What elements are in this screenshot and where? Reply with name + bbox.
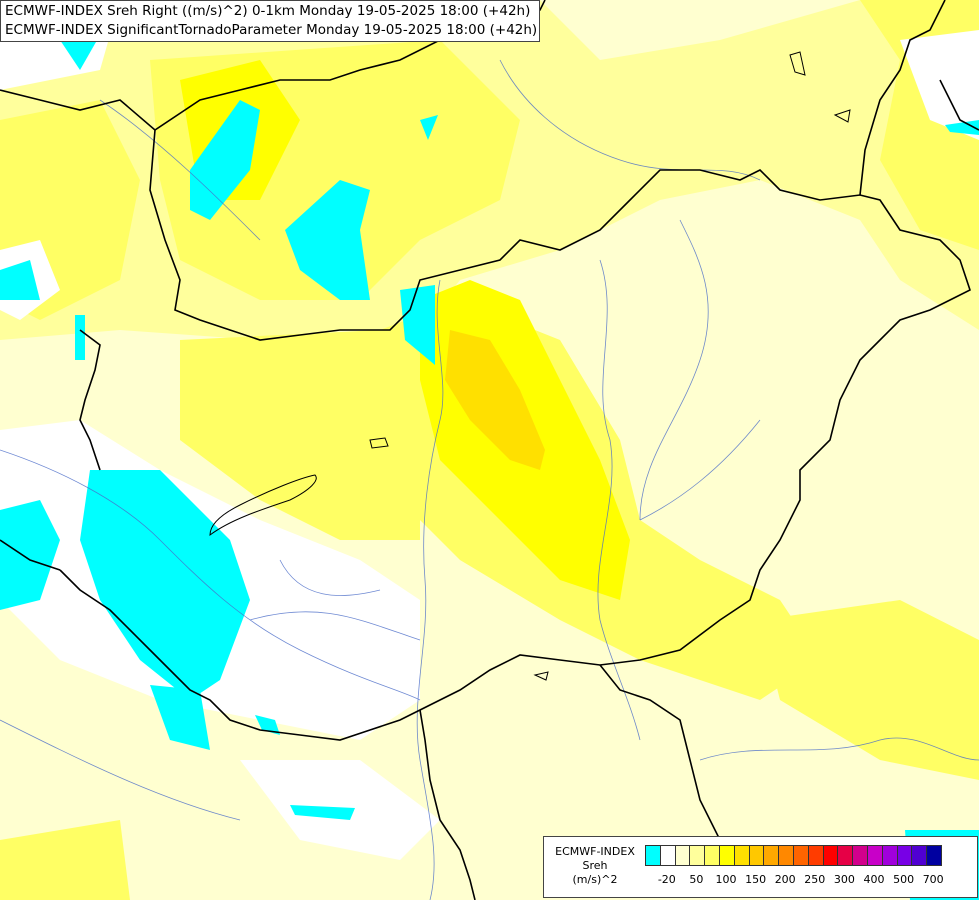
sreh-band-negative [0, 260, 40, 300]
legend-source: ECMWF-INDEX [555, 845, 635, 858]
sreh-band-negative [400, 285, 435, 365]
legend-swatch [852, 845, 868, 866]
legend-tick-label: 150 [745, 873, 767, 886]
sreh-band-200 [445, 330, 545, 470]
sreh-band-100 [0, 820, 130, 900]
legend-tick-label: 250 [804, 873, 826, 886]
sreh-band-negative [150, 685, 210, 750]
sreh-band-negative [190, 100, 260, 220]
legend-tick-label: 50 [689, 873, 704, 886]
legend-tick-label: -20 [657, 873, 676, 886]
legend-swatch [866, 845, 883, 866]
title-line-2: ECMWF-INDEX SignificantTornadoParameter … [5, 22, 538, 38]
legend-tick-label: 300 [833, 873, 855, 886]
legend-swatch [659, 845, 676, 866]
lake-small [833, 109, 851, 123]
legend-swatch [837, 845, 854, 866]
lake-small [533, 671, 549, 681]
sreh-band-negative [75, 315, 85, 360]
sreh-band-negative [80, 470, 250, 700]
color-legend: ECMWF-INDEX Sreh (m/s)^2 -20 50 100 150 200 2… [543, 836, 978, 898]
legend-swatch [792, 845, 809, 866]
lake-balaton [209, 474, 317, 537]
legend-tick-label: 500 [893, 873, 915, 886]
rivers [0, 59, 979, 900]
legend-swatch [733, 845, 750, 866]
legend-swatch [704, 845, 720, 866]
legend-swatch [645, 845, 661, 866]
title-line-1: ECMWF-INDEX Sreh Right ((m/s)^2) 0-1km M… [5, 3, 531, 19]
legend-tick-label: 700 [922, 873, 944, 886]
sreh-band-zero [900, 30, 979, 140]
legend-swatches [645, 845, 942, 866]
lake-small [789, 51, 806, 76]
legend-swatch [926, 845, 942, 866]
legend-swatch [881, 845, 898, 866]
legend-swatch [896, 845, 913, 866]
sreh-band-negative [420, 115, 438, 140]
sreh-band-negative [255, 715, 280, 735]
legend-swatch [911, 845, 928, 866]
sreh-band-negative [0, 500, 60, 610]
legend-swatch [807, 845, 824, 866]
legend-parameter: Sreh [582, 859, 608, 872]
sreh-band-100 [180, 330, 420, 540]
legend-swatch [748, 845, 765, 866]
lake-small [369, 437, 389, 449]
legend-tick-label: 400 [863, 873, 885, 886]
map-title: ECMWF-INDEX Sreh Right ((m/s)^2) 0-1km M… [0, 0, 540, 42]
legend-tick-label: 100 [715, 873, 737, 886]
legend-swatch [689, 845, 706, 866]
sreh-band-negative [285, 180, 370, 300]
legend-swatch [778, 845, 794, 866]
legend-swatch [763, 845, 780, 866]
legend-swatch [822, 845, 839, 866]
sreh-band-negative [290, 805, 355, 820]
legend-ticks: -20 50 100 150 200 250 300 400 500 700 [645, 873, 975, 887]
legend-label: ECMWF-INDEX Sreh (m/s)^2 [546, 845, 644, 887]
legend-unit: (m/s)^2 [572, 873, 618, 886]
legend-tick-label: 200 [774, 873, 796, 886]
legend-swatch [718, 845, 735, 866]
sreh-band-100 [760, 600, 979, 780]
sreh-band-negative [945, 120, 979, 135]
legend-swatch [674, 845, 691, 866]
